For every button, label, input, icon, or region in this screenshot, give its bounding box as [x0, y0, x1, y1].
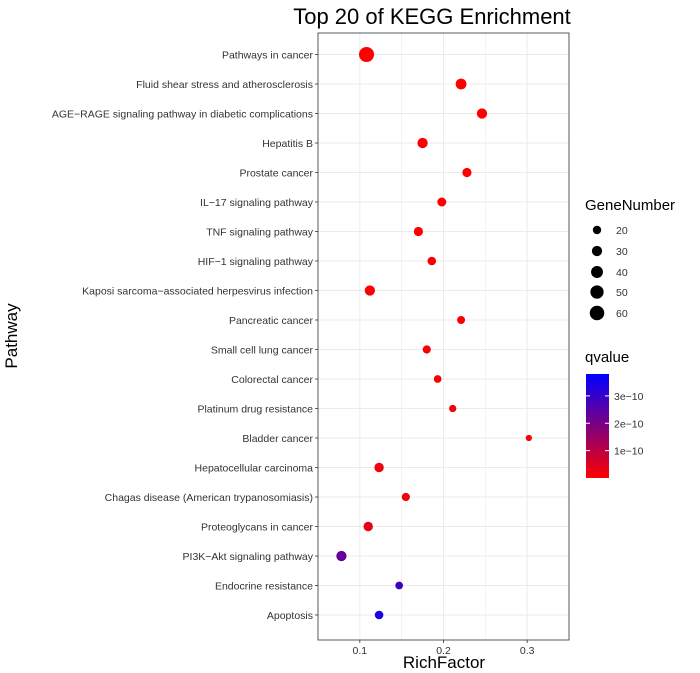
gene-number-legend-key [590, 285, 604, 299]
data-point [427, 256, 437, 266]
pathway-label: Colorectal cancer [231, 374, 313, 386]
data-point [433, 375, 442, 383]
data-point [374, 462, 384, 473]
pathway-label: Prostate cancer [239, 168, 313, 180]
gene-number-legend-key [591, 266, 603, 278]
gene-number-legend-label: 60 [616, 308, 628, 320]
qvalue-colorbar [586, 374, 609, 478]
qvalue-legend-title: qvalue [585, 349, 629, 366]
data-point [476, 108, 488, 119]
data-point [359, 46, 375, 63]
qvalue-legend-label: 2e−10 [614, 418, 644, 430]
pathway-label: Chagas disease (American trypanosomiasis… [105, 492, 313, 504]
pathway-label: Endocrine resistance [215, 581, 313, 593]
richfactor-tick-labels: 0.1 0.2 0.3 [353, 640, 535, 657]
pathway-label: Pancreatic cancer [229, 315, 314, 327]
x-tick-label: 0.2 [436, 645, 451, 657]
data-point [422, 345, 431, 354]
pathway-label: Small cell lung cancer [211, 345, 314, 357]
pathway-label: Proteoglycans in cancer [201, 522, 314, 534]
x-axis-title: RichFactor [403, 653, 486, 672]
pathway-label: Pathways in cancer [222, 50, 314, 62]
grid-lines [317, 33, 570, 640]
gene-number-legend-key [591, 245, 603, 257]
data-point [455, 78, 467, 90]
pathway-label: IL−17 signaling pathway [200, 197, 314, 209]
data-point [395, 581, 404, 590]
data-point [437, 197, 447, 207]
gene-number-legend-label: 40 [616, 267, 628, 279]
qvalue-legend-label: 1e−10 [614, 446, 644, 458]
pathway-label: Bladder cancer [242, 433, 313, 445]
pathway-tick-labels: Pathways in cancer Fluid shear stress and… [52, 50, 318, 622]
chart-title: Top 20 of KEGG Enrichment [293, 4, 571, 29]
gene-number-legend-key [589, 305, 605, 321]
data-point [401, 492, 410, 502]
y-axis-title: Pathway [2, 303, 21, 369]
data-point [363, 521, 373, 532]
pathway-label: Hepatocellular carcinoma [195, 463, 314, 475]
pathway-label: AGE−RAGE signaling pathway in diabetic c… [52, 109, 313, 121]
data-point [374, 610, 384, 620]
gene-number-legend-label: 20 [616, 225, 628, 237]
qvalue-legend: qvalue 1e−10 2e−10 3e−10 [585, 349, 644, 478]
data-point [336, 550, 347, 562]
x-tick-label: 0.1 [353, 645, 368, 657]
x-tick-label: 0.3 [520, 645, 535, 657]
pathway-label: Hepatitis B [262, 138, 313, 150]
pathway-label: Fluid shear stress and atherosclerosis [136, 79, 313, 91]
data-points [336, 46, 532, 620]
gene-number-legend: GeneNumber 20 30 40 50 60 [585, 197, 675, 321]
gene-number-legend-label: 50 [616, 287, 628, 299]
gene-number-legend-key [592, 225, 602, 235]
pathway-label: Apoptosis [267, 610, 313, 622]
qvalue-legend-label: 3e−10 [614, 391, 644, 403]
pathway-label: Platinum drug resistance [197, 404, 313, 416]
gene-number-legend-label: 30 [616, 246, 628, 258]
gene-number-legend-title: GeneNumber [585, 197, 675, 214]
pathway-label: HIF−1 signaling pathway [198, 256, 314, 268]
data-point [525, 434, 532, 442]
data-point [417, 137, 428, 149]
pathway-label: TNF signaling pathway [206, 227, 314, 239]
pathway-label: PI3K−Akt signaling pathway [183, 551, 314, 563]
data-point [413, 226, 424, 237]
pathway-label: Kaposi sarcoma−associated herpesvirus in… [82, 286, 313, 298]
data-point [457, 316, 466, 324]
plot-panel-border [317, 32, 570, 641]
data-point [462, 167, 472, 178]
data-point [364, 285, 376, 296]
data-point [449, 404, 457, 413]
